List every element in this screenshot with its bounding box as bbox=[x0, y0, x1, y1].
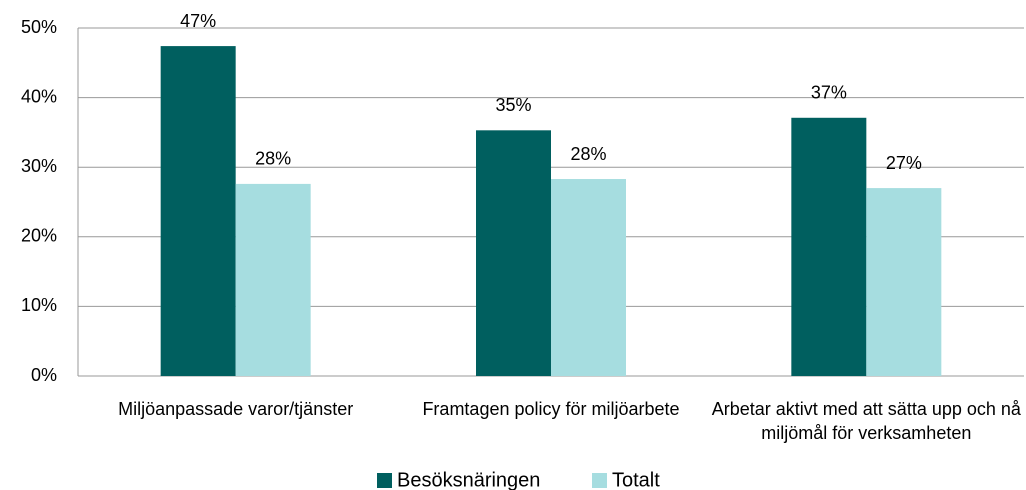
legend-swatch bbox=[377, 473, 392, 488]
x-tick-label: Arbetar aktivt med att sätta upp och nå … bbox=[711, 399, 1021, 443]
data-label: 35% bbox=[495, 95, 531, 115]
y-tick-label: 50% bbox=[21, 17, 57, 37]
data-label: 37% bbox=[811, 83, 847, 103]
y-tick-label: 30% bbox=[21, 156, 57, 176]
data-label: 47% bbox=[180, 11, 216, 31]
legend-label: Totalt bbox=[612, 469, 660, 490]
x-tick-label: Framtagen policy för miljöarbete bbox=[422, 399, 680, 419]
bar bbox=[476, 130, 551, 376]
bar bbox=[235, 183, 311, 376]
bar bbox=[160, 46, 236, 376]
data-label: 28% bbox=[570, 144, 606, 164]
y-tick-label: 0% bbox=[31, 365, 57, 385]
legend-swatch bbox=[592, 473, 607, 488]
x-tick-label: Miljöanpassade varor/tjänster bbox=[118, 399, 354, 419]
data-label: 27% bbox=[886, 153, 922, 173]
data-label: 28% bbox=[255, 149, 291, 169]
y-tick-label: 10% bbox=[21, 295, 57, 315]
y-tick-label: 40% bbox=[21, 86, 57, 106]
legend-label: Besöksnäringen bbox=[397, 469, 540, 490]
bar bbox=[791, 117, 867, 376]
bar bbox=[551, 179, 626, 376]
y-tick-label: 20% bbox=[21, 226, 57, 246]
bar bbox=[866, 188, 942, 376]
